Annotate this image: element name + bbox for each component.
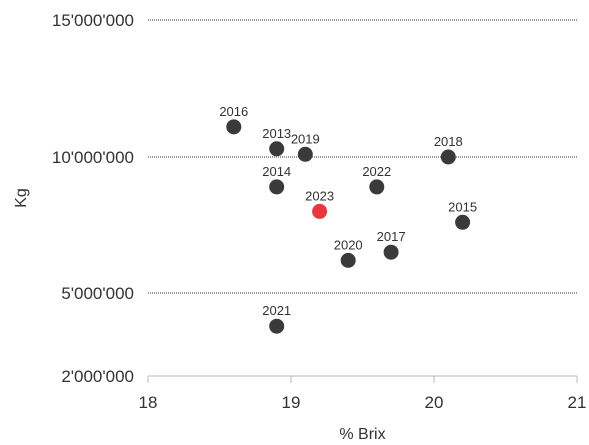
point-label: 2017 (377, 229, 406, 244)
y-tick-label: 15'000'000 (52, 11, 134, 30)
data-point (455, 214, 471, 230)
x-tick-label: 19 (282, 393, 301, 412)
y-tick-label: 2'000'000 (61, 367, 134, 386)
data-point (312, 203, 328, 219)
x-ticks: 18 19 20 21 (139, 376, 587, 412)
data-point (297, 146, 313, 162)
data-point (340, 252, 356, 268)
point-label: 2018 (434, 134, 463, 149)
point-label: 2015 (448, 199, 477, 214)
point-label: 2020 (334, 237, 363, 252)
data-point (269, 179, 285, 195)
y-axis-label: Kg (13, 188, 30, 208)
data-point (369, 179, 385, 195)
point-label: 2023 (305, 188, 334, 203)
x-tick-label: 21 (568, 393, 587, 412)
point-label: 2019 (291, 131, 320, 146)
point-label: 2022 (362, 164, 391, 179)
gridlines (148, 19, 577, 294)
y-tick-label: 5'000'000 (61, 284, 134, 303)
data-point (383, 244, 399, 260)
point-label: 2021 (262, 303, 291, 318)
data-points: 2016 2013 2019 2018 2014 2022 2023 2015 2017 2020… (219, 104, 477, 334)
x-axis-label: % Brix (339, 426, 385, 443)
y-ticks: 2'000'000 5'000'000 10'000'000 15'000'000 (52, 11, 134, 386)
data-point (226, 119, 242, 135)
x-tick-label: 18 (139, 393, 158, 412)
point-label: 2013 (262, 126, 291, 141)
data-point (269, 318, 285, 334)
data-point (269, 141, 285, 157)
data-point (440, 149, 456, 165)
x-tick-label: 20 (425, 393, 444, 412)
point-label: 2014 (262, 164, 291, 179)
point-label: 2016 (219, 104, 248, 119)
y-tick-label: 10'000'000 (52, 148, 134, 167)
